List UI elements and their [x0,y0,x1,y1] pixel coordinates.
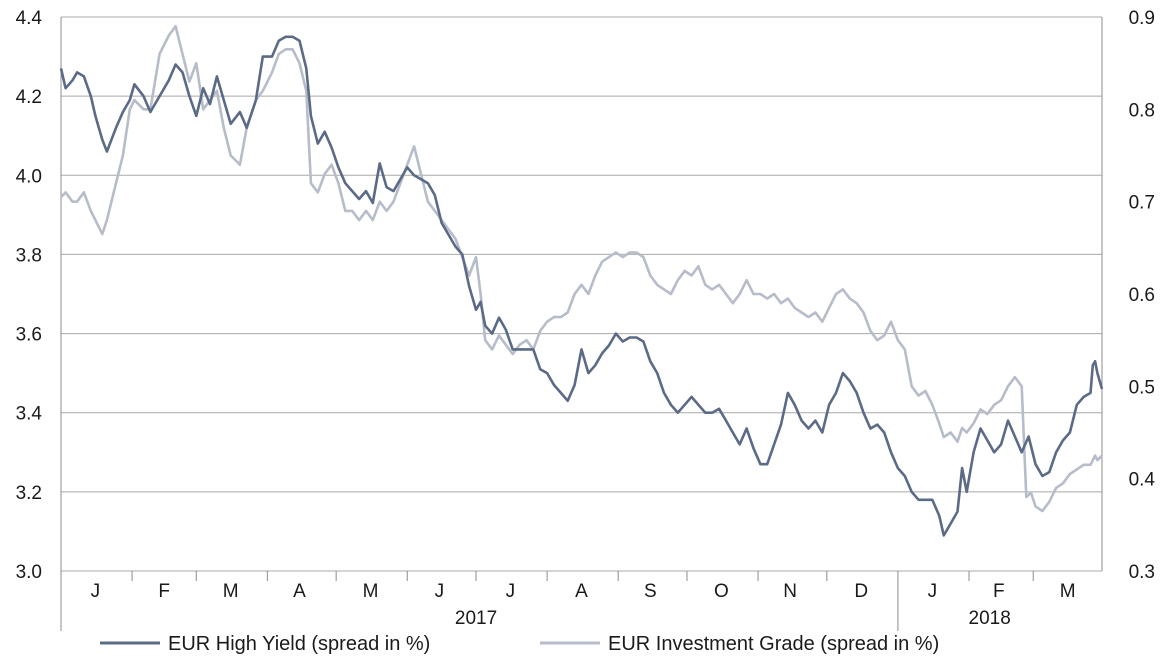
month-label: F [993,581,1005,602]
year-label: 2018 [969,608,1011,629]
year-label: 2017 [455,608,497,629]
month-label: A [575,581,588,602]
right-axis-ticks: 0.3 0.4 0.5 0.6 0.7 0.8 0.9 [1129,8,1156,583]
left-tick-label: 3.8 [16,245,42,266]
month-label: J [435,581,445,602]
left-tick-label: 3.4 [16,404,43,425]
legend: EUR High Yield (spread in %) EUR Investm… [100,633,939,655]
legend-label-high-yield: EUR High Yield (spread in %) [168,633,430,655]
series-line-investment-grade [60,24,1103,513]
series-line-high-yield [59,35,1104,537]
right-tick-label: 0.3 [1129,562,1155,583]
left-tick-label: 4.2 [16,87,42,108]
right-tick-label: 0.9 [1129,8,1155,29]
left-tick-label: 4.4 [16,8,43,29]
month-label: J [506,581,516,602]
month-label: M [363,581,379,602]
right-tick-label: 0.7 [1129,193,1155,214]
legend-label-investment-grade: EUR Investment Grade (spread in %) [608,633,939,655]
month-label: N [783,581,797,602]
month-label: O [714,581,729,602]
month-label: J [928,581,938,602]
month-label: S [644,581,657,602]
month-label: A [293,581,306,602]
right-tick-label: 0.5 [1129,377,1155,398]
right-tick-label: 0.6 [1129,285,1155,306]
x-axis-ticks: J F M A M J J A S O N D J F M 2017 2018 [60,571,1076,631]
right-tick-label: 0.4 [1129,470,1156,491]
left-tick-label: 4.0 [16,166,42,187]
month-label: J [91,581,101,602]
month-label: D [854,581,868,602]
month-label: M [1060,581,1076,602]
right-tick-label: 0.8 [1129,100,1155,121]
left-tick-label: 3.0 [16,562,42,583]
left-axis-ticks: 3.0 3.2 3.4 3.6 3.8 4.0 4.2 4.4 [16,8,43,583]
axes [60,17,1103,571]
left-tick-label: 3.2 [16,483,42,504]
month-label: M [223,581,239,602]
series-lines [59,24,1104,537]
month-label: F [158,581,170,602]
gridlines [61,16,1102,572]
left-tick-label: 3.6 [16,325,42,346]
